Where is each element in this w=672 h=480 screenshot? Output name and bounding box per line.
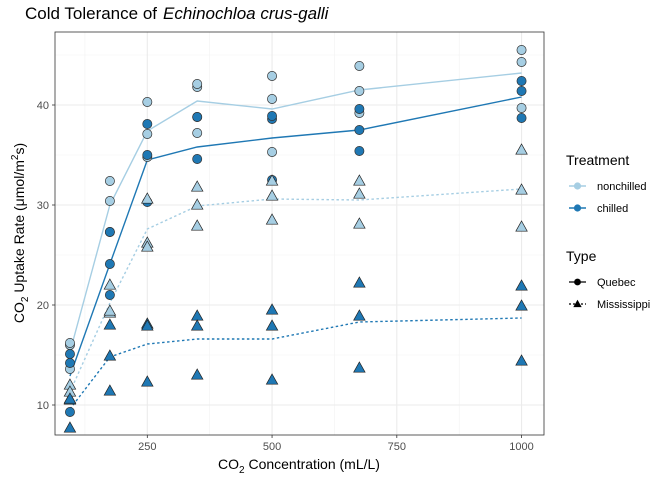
y-tick-label: 30	[37, 200, 49, 212]
point-nonchilled-quebec	[516, 103, 527, 113]
point-nonchilled-quebec	[104, 176, 115, 186]
x-tick-label: 500	[263, 441, 281, 453]
point-nonchilled-mississippi	[141, 192, 154, 204]
point-chilled-quebec	[104, 290, 115, 300]
legend-label-chilled: chilled	[597, 203, 628, 215]
point-chilled-quebec	[267, 111, 278, 121]
point-chilled-mississippi	[103, 349, 117, 361]
y-tick-label: 40	[37, 100, 49, 112]
point-nonchilled-mississippi	[190, 219, 204, 231]
point-nonchilled-quebec	[516, 45, 527, 55]
point-nonchilled-quebec	[142, 97, 153, 107]
point-nonchilled-quebec	[192, 79, 203, 89]
y-axis-ticks: 10 20 30 40	[37, 100, 55, 412]
legend-key-point-quebec	[574, 278, 581, 286]
point-nonchilled-quebec	[192, 128, 203, 138]
point-chilled-quebec	[65, 349, 75, 359]
point-chilled-mississippi	[265, 303, 279, 315]
point-chilled-mississippi	[63, 392, 77, 404]
point-chilled-quebec	[65, 407, 75, 417]
point-nonchilled-quebec	[65, 338, 75, 348]
legend-type-title: Type	[566, 248, 597, 264]
point-chilled-mississippi	[103, 318, 117, 330]
point-chilled-mississippi	[103, 384, 117, 396]
x-axis-title: CO2 Concentration (mL/L)	[218, 456, 380, 476]
legend-key-point-nonchilled	[573, 182, 582, 190]
x-tick-label: 750	[388, 441, 406, 453]
point-chilled-quebec	[516, 76, 527, 86]
point-nonchilled-quebec	[354, 61, 365, 71]
point-chilled-quebec	[142, 119, 153, 129]
point-nonchilled-mississippi	[103, 278, 117, 290]
point-chilled-quebec	[516, 113, 527, 123]
point-chilled-quebec	[104, 227, 115, 237]
point-chilled-quebec	[104, 259, 115, 269]
point-chilled-mississippi	[63, 421, 77, 433]
point-nonchilled-mississippi	[265, 213, 279, 225]
legend-treatment-keys: nonchilled chilled	[569, 181, 647, 215]
point-nonchilled-mississippi	[190, 180, 204, 192]
point-chilled-quebec	[354, 104, 365, 114]
point-nonchilled-quebec	[354, 86, 365, 96]
point-nonchilled-quebec	[142, 129, 153, 139]
point-nonchilled-mississippi	[141, 240, 154, 252]
point-chilled-mississippi	[515, 279, 528, 291]
y-axis-title: CO2 Uptake Rate (μmol/m2s)	[10, 143, 31, 323]
y-tick-label: 20	[37, 300, 49, 312]
point-chilled-mississippi	[190, 319, 204, 331]
point-nonchilled-mississippi	[265, 189, 279, 201]
point-nonchilled-mississippi	[265, 174, 279, 186]
y-tick-label: 10	[37, 400, 49, 412]
point-nonchilled-mississippi	[515, 220, 528, 232]
x-axis-ticks: 250 500 750 1000	[138, 435, 534, 453]
legend-treatment-title: Treatment	[566, 152, 629, 168]
point-chilled-quebec	[192, 112, 203, 122]
plot-border	[54, 31, 545, 436]
point-nonchilled-quebec	[516, 57, 527, 67]
legend-key-point-chilled	[573, 204, 582, 212]
point-chilled-mississippi	[515, 354, 528, 366]
point-nonchilled-quebec	[267, 71, 278, 81]
grid-lines	[55, 32, 544, 435]
legend-type-keys: Quebec Mississippi	[569, 277, 650, 311]
data-points	[63, 45, 528, 433]
legend-label-nonchilled: nonchilled	[597, 181, 647, 193]
point-chilled-mississippi	[190, 368, 204, 380]
legend-key-point-mississippi	[573, 299, 582, 308]
x-tick-label: 1000	[509, 441, 533, 453]
legend-label-quebec: Quebec	[597, 277, 636, 289]
point-chilled-mississippi	[265, 319, 279, 331]
point-chilled-mississippi	[265, 373, 279, 385]
point-chilled-mississippi	[353, 361, 366, 373]
point-chilled-quebec	[516, 86, 527, 96]
plot-panel	[54, 31, 545, 436]
chart-title: Cold Tolerance of Echinochloa crus-galli	[25, 4, 330, 23]
point-nonchilled-mississippi	[190, 198, 204, 210]
point-chilled-mississippi	[353, 276, 366, 288]
plot-background	[55, 32, 544, 435]
point-nonchilled-quebec	[104, 196, 115, 206]
point-nonchilled-mississippi	[353, 174, 366, 186]
point-chilled-mississippi	[141, 375, 154, 387]
x-tick-label: 250	[138, 441, 156, 453]
point-chilled-mississippi	[353, 309, 366, 321]
point-nonchilled-mississippi	[353, 217, 366, 229]
point-chilled-quebec	[192, 154, 203, 164]
point-nonchilled-quebec	[267, 94, 278, 104]
legend-label-mississippi: Mississippi	[597, 299, 650, 311]
point-nonchilled-mississippi	[515, 183, 528, 195]
legend: Treatment nonchilled chilled Type Quebec M…	[566, 152, 650, 311]
point-nonchilled-mississippi	[103, 304, 117, 316]
point-nonchilled-mississippi	[515, 143, 528, 155]
point-nonchilled-mississippi	[353, 187, 366, 199]
point-chilled-quebec	[142, 150, 153, 160]
point-chilled-quebec	[65, 358, 75, 368]
point-chilled-quebec	[354, 146, 365, 156]
point-chilled-quebec	[354, 125, 365, 135]
point-chilled-mississippi	[515, 299, 528, 311]
point-nonchilled-quebec	[267, 147, 278, 157]
point-chilled-mississippi	[141, 319, 154, 331]
